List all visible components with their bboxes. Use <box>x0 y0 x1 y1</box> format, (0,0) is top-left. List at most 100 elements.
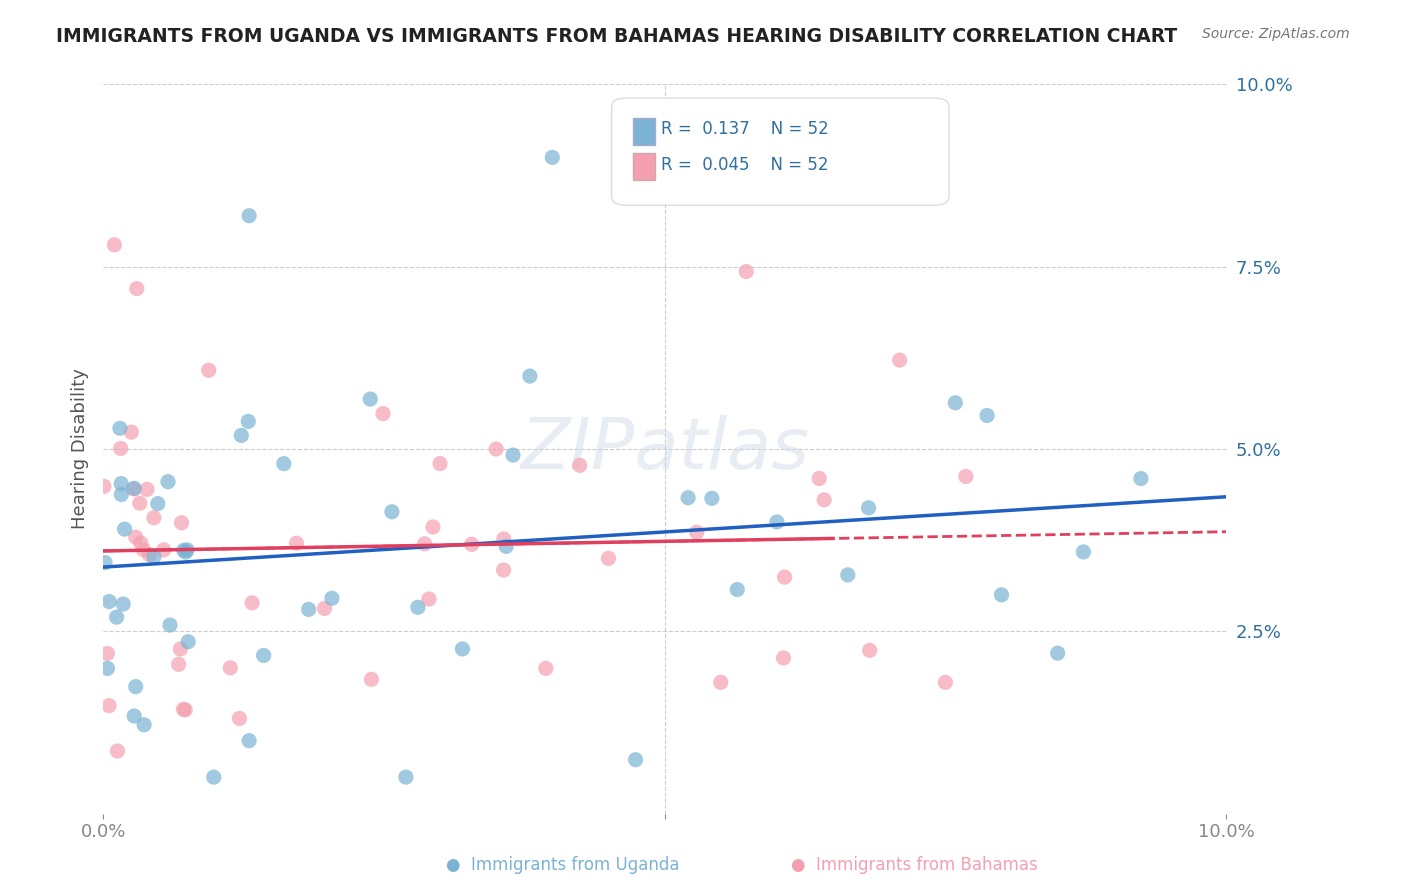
Point <box>451 642 474 657</box>
Point <box>858 500 880 515</box>
Point <box>98 594 121 608</box>
Point <box>976 409 998 423</box>
Point <box>598 551 620 566</box>
Point <box>125 530 148 544</box>
Point <box>146 497 169 511</box>
Point <box>96 661 118 675</box>
Text: ●  Immigrants from Bahamas: ● Immigrants from Bahamas <box>790 856 1038 874</box>
Point <box>136 483 159 497</box>
Point <box>381 505 404 519</box>
Point <box>990 588 1012 602</box>
Point <box>624 753 647 767</box>
Point <box>202 770 225 784</box>
Point <box>371 407 394 421</box>
Point <box>735 264 758 278</box>
Point <box>231 428 253 442</box>
Point <box>273 457 295 471</box>
Point <box>138 548 160 562</box>
Point <box>934 675 956 690</box>
Point <box>359 392 381 406</box>
Point <box>114 522 136 536</box>
Point <box>176 542 198 557</box>
Point <box>676 491 699 505</box>
Point <box>955 469 977 483</box>
Point <box>108 421 131 435</box>
Point <box>170 516 193 530</box>
Point <box>169 642 191 657</box>
Text: ZIPatlas: ZIPatlas <box>520 415 808 483</box>
Point <box>943 396 966 410</box>
Point <box>103 238 125 252</box>
Point <box>460 537 482 551</box>
Point <box>418 592 440 607</box>
Point <box>429 457 451 471</box>
Point <box>710 675 733 690</box>
Point <box>125 680 148 694</box>
Point <box>502 448 524 462</box>
Point <box>129 536 152 550</box>
Point <box>240 596 263 610</box>
Point <box>156 475 179 489</box>
Point <box>485 442 508 456</box>
Point <box>110 476 132 491</box>
Point <box>110 487 132 501</box>
Text: IMMIGRANTS FROM UGANDA VS IMMIGRANTS FROM BAHAMAS HEARING DISABILITY CORRELATION: IMMIGRANTS FROM UGANDA VS IMMIGRANTS FRO… <box>56 27 1177 45</box>
Point <box>773 570 796 584</box>
Point <box>197 363 219 377</box>
Point <box>395 770 418 784</box>
Point <box>142 510 165 524</box>
Point <box>492 563 515 577</box>
Point <box>252 648 274 663</box>
Point <box>285 536 308 550</box>
Point <box>314 601 336 615</box>
Point <box>492 532 515 546</box>
Point <box>813 492 835 507</box>
Point <box>889 353 911 368</box>
Point <box>686 525 709 540</box>
Point <box>725 582 748 597</box>
Point <box>228 711 250 725</box>
Text: R =  0.137    N = 52: R = 0.137 N = 52 <box>661 120 828 138</box>
Point <box>122 482 145 496</box>
Point <box>112 597 135 611</box>
Point <box>134 718 156 732</box>
Point <box>98 698 121 713</box>
Point <box>132 542 155 557</box>
Point <box>413 537 436 551</box>
Point <box>568 458 591 473</box>
Text: Source: ZipAtlas.com: Source: ZipAtlas.com <box>1202 27 1350 41</box>
Point <box>173 543 195 558</box>
Point <box>360 673 382 687</box>
Point <box>406 600 429 615</box>
Point <box>153 542 176 557</box>
Point <box>1129 472 1152 486</box>
Y-axis label: Hearing Disability: Hearing Disability <box>72 368 89 530</box>
Point <box>541 150 564 164</box>
Point <box>321 591 343 606</box>
Point <box>422 520 444 534</box>
Point <box>94 556 117 570</box>
Point <box>93 479 115 493</box>
Point <box>174 545 197 559</box>
Point <box>495 540 517 554</box>
Point <box>766 515 789 529</box>
Point <box>122 709 145 723</box>
Point <box>1046 646 1069 660</box>
Point <box>177 634 200 648</box>
Text: ●  Immigrants from Uganda: ● Immigrants from Uganda <box>446 856 679 874</box>
Point <box>167 657 190 672</box>
Point <box>519 369 541 384</box>
Point <box>298 602 321 616</box>
Point <box>172 702 194 716</box>
Point <box>110 442 132 456</box>
Text: R =  0.045    N = 52: R = 0.045 N = 52 <box>661 156 828 174</box>
Point <box>174 703 197 717</box>
Point <box>107 744 129 758</box>
Point <box>125 282 148 296</box>
Point <box>96 647 118 661</box>
Point <box>772 651 794 665</box>
Point <box>837 567 859 582</box>
Point <box>120 425 142 439</box>
Point <box>238 414 260 428</box>
Point <box>1073 545 1095 559</box>
